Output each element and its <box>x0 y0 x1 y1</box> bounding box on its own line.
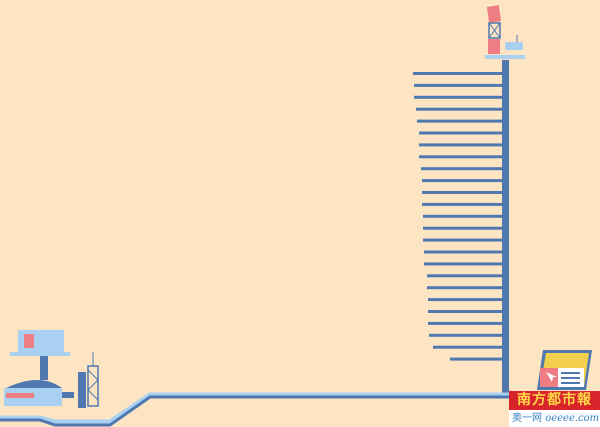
horizontal-bar <box>428 310 503 313</box>
horizontal-bar <box>417 119 503 123</box>
horizontal-bar <box>423 238 503 242</box>
top-tower-illustration <box>485 5 525 59</box>
horizontal-bar <box>416 107 503 111</box>
horizontal-bar <box>450 357 503 361</box>
horizontal-bar <box>414 83 503 87</box>
horizontal-bar <box>422 202 503 206</box>
site-domain: oeeee.com <box>545 413 600 424</box>
horizontal-bar <box>429 333 503 337</box>
horizontal-bar <box>422 191 503 194</box>
horizontal-bar <box>419 143 503 147</box>
site-name: 奥一网 <box>512 413 542 424</box>
horizontal-bar <box>427 286 503 290</box>
horizontal-bar <box>414 95 503 99</box>
horizontal-bar <box>428 298 503 302</box>
horizontal-bar <box>424 262 503 266</box>
newspaper-logo: 南方都市報 <box>509 391 600 410</box>
vertical-pole <box>502 60 509 395</box>
horizontal-bar <box>433 345 503 349</box>
horizontal-bar <box>423 226 503 230</box>
laptop-illustration <box>537 350 592 390</box>
ground-pipeline <box>0 392 600 427</box>
site-watermark: 奥一网 oeeee.com <box>509 410 600 427</box>
horizontal-bar <box>424 250 503 254</box>
horizontal-bar <box>428 321 503 325</box>
horizontal-bar <box>419 155 503 159</box>
horizontal-bar <box>413 72 503 75</box>
horizontal-bar <box>419 131 503 135</box>
horizontal-bar <box>423 214 503 218</box>
horizontal-bar-group <box>413 72 503 361</box>
horizontal-bar <box>421 167 503 171</box>
horizontal-bar <box>422 179 503 183</box>
horizontal-bar <box>427 274 503 278</box>
left-station-illustration <box>4 330 99 408</box>
